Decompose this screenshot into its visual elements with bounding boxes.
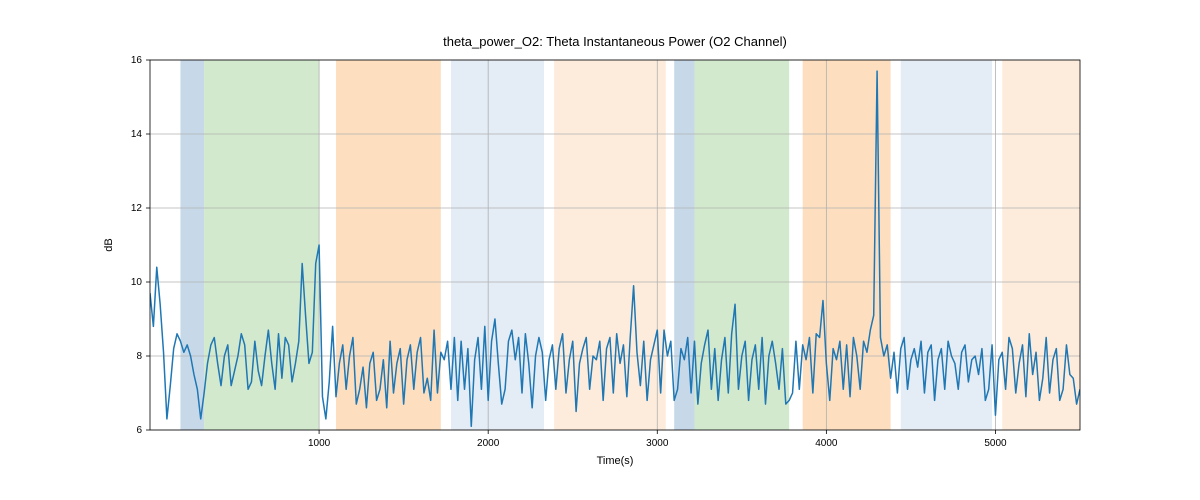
chart-title: theta_power_O2: Theta Instantaneous Powe… [443,34,787,49]
chart-svg: 1000 2000 3000 4000 5000 6 8 10 12 14 16 Time(s) dB t… [0,0,1200,500]
x-tick-label: 4000 [815,438,838,449]
region-band [180,60,204,430]
x-tick-label: 2000 [477,438,500,449]
y-axis-label: dB [103,238,115,251]
x-axis-label: Time(s) [597,455,634,467]
x-tick-label: 3000 [646,438,669,449]
x-tick-label: 5000 [984,438,1007,449]
y-tick-label: 16 [131,55,143,66]
y-tick-label: 6 [136,425,142,436]
x-tick-label: 1000 [308,438,331,449]
region-band [674,60,694,430]
y-tick-label: 12 [131,203,143,214]
chart-container: 1000 2000 3000 4000 5000 6 8 10 12 14 16 Time(s) dB t… [0,0,1200,500]
y-tick-label: 10 [131,277,143,288]
region-band [694,60,789,430]
y-tick-label: 8 [136,351,142,362]
y-tick-label: 14 [131,129,143,140]
region-band [204,60,319,430]
